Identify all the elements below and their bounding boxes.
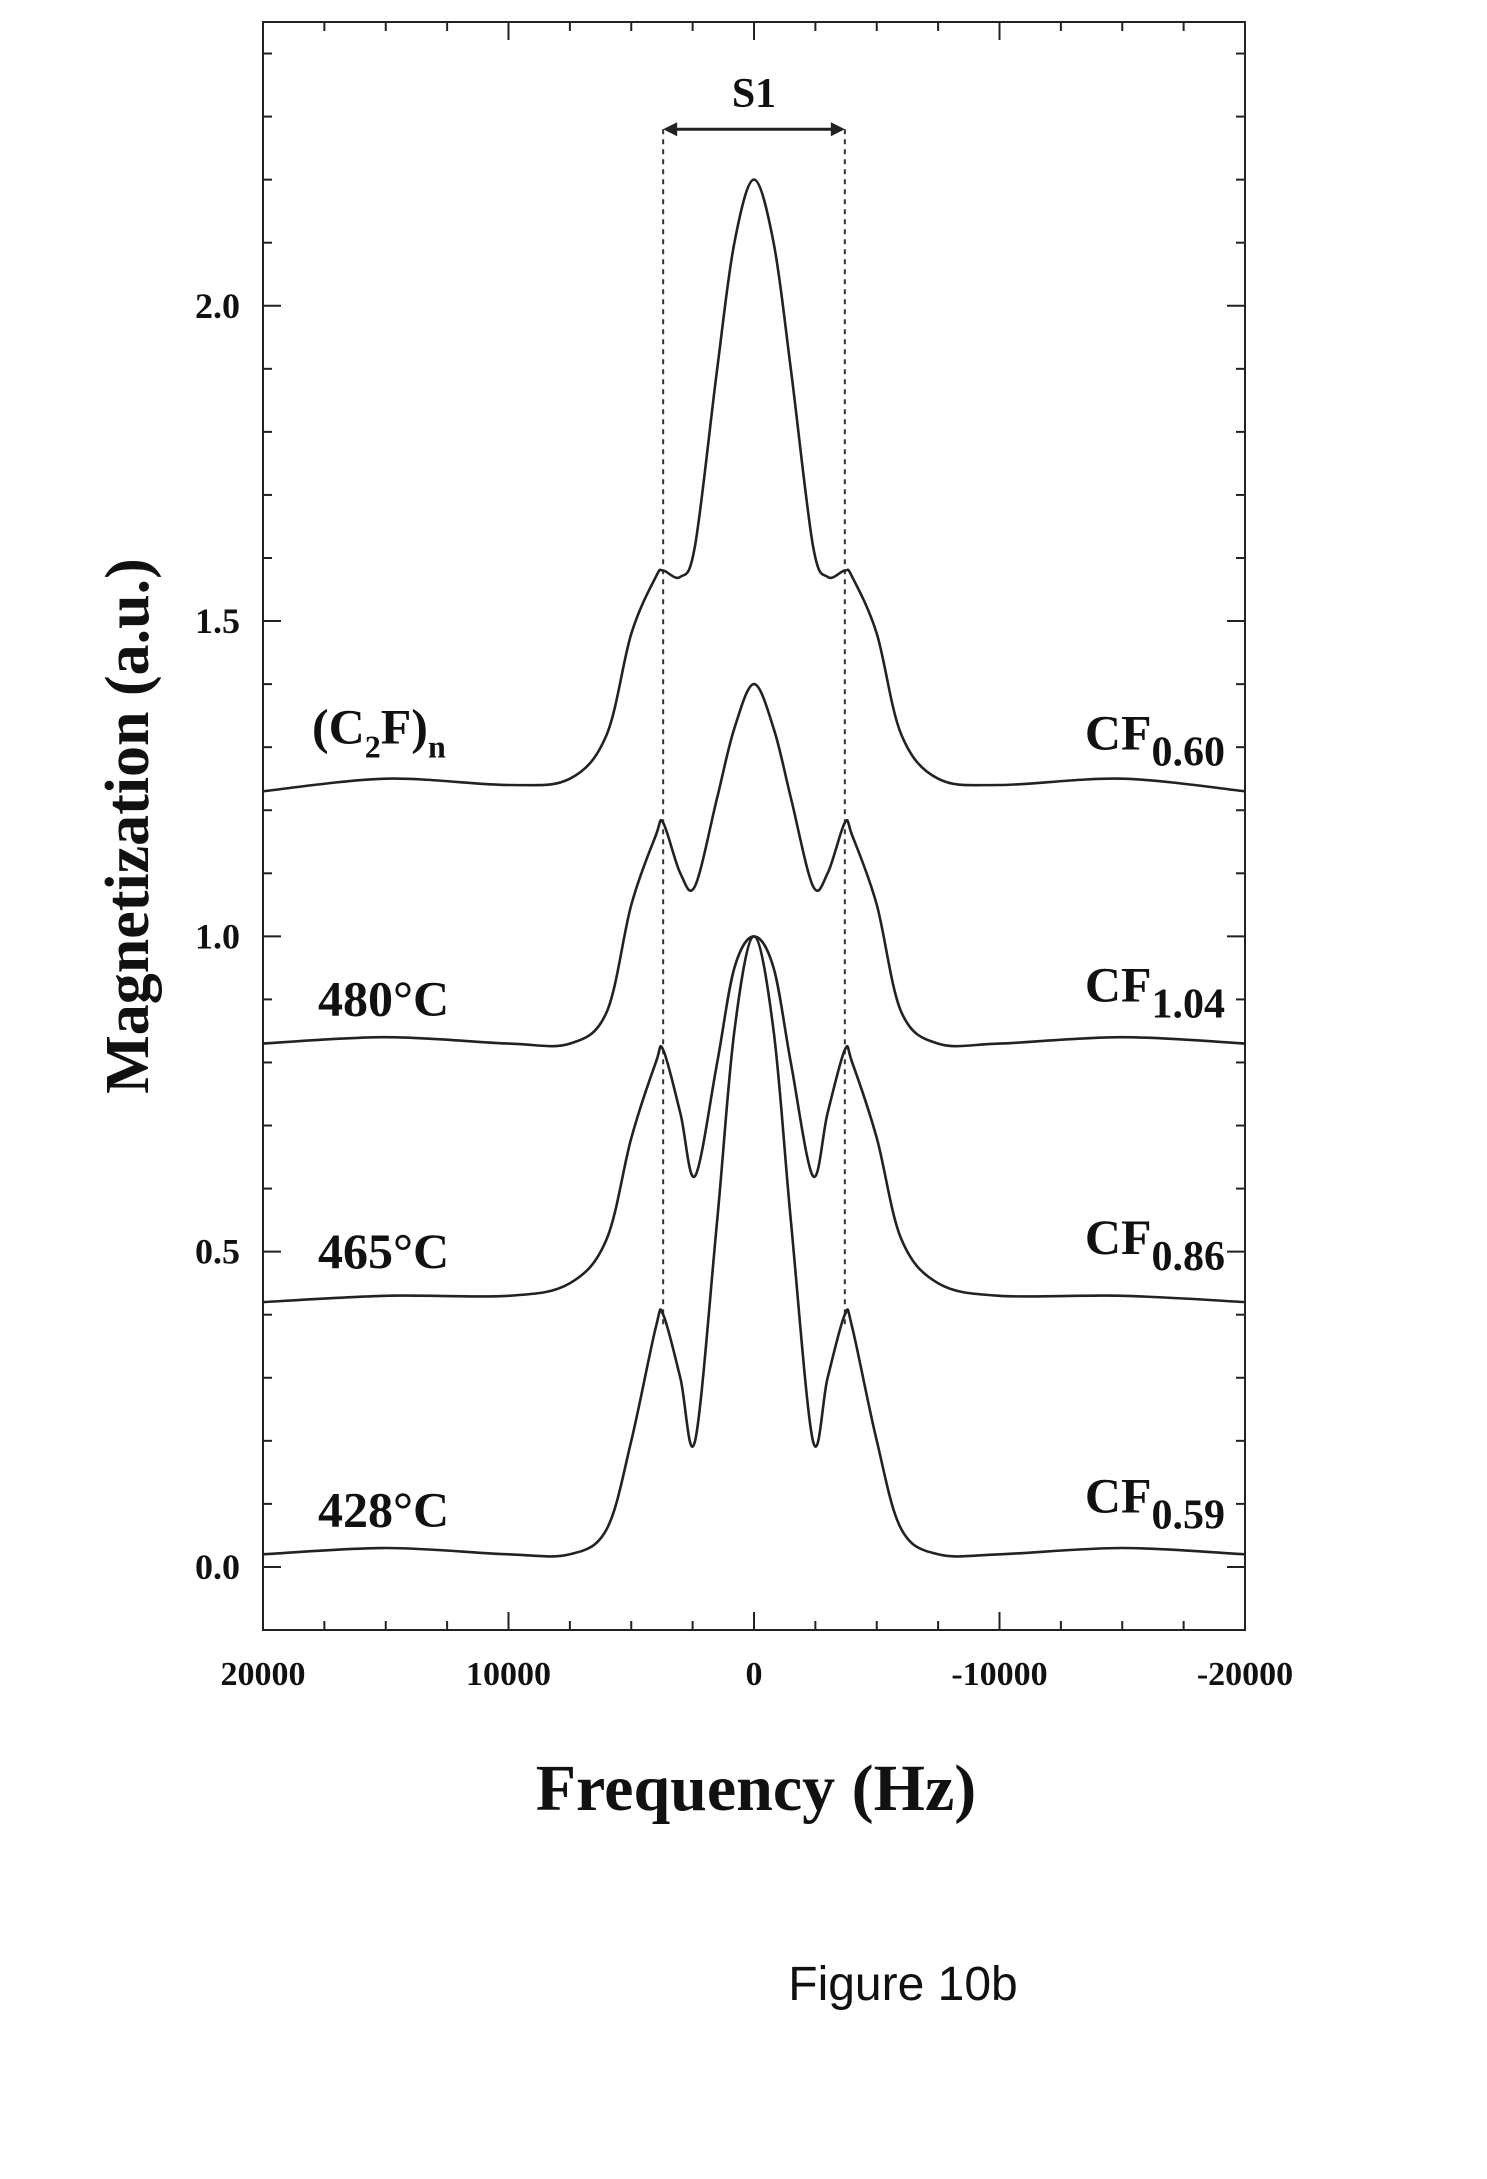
y-tick-label: 1.0 <box>195 916 240 956</box>
x-tick-label: 20000 <box>221 1656 306 1693</box>
y-axis-ticks: 0.0 0.5 1.0 1.5 2.0 <box>195 54 1245 1587</box>
x-tick-label: 0 <box>746 1656 763 1693</box>
s1-label: S1 <box>732 71 776 117</box>
x-axis-ticks: 20000 10000 0 -10000 -20000 <box>221 22 1294 1693</box>
s1-arrowhead-right <box>831 122 845 136</box>
left-curve-label: 480°C <box>318 971 449 1027</box>
y-axis-title: Magnetization (a.u.) <box>94 558 162 1094</box>
y-tick-label: 0.5 <box>195 1232 240 1272</box>
s1-arrowhead-left <box>663 122 677 136</box>
x-tick-label: -10000 <box>951 1656 1047 1693</box>
y-tick-label: 1.5 <box>195 601 240 641</box>
left-curve-label: 428°C <box>318 1481 449 1537</box>
figure-caption: Figure 10b <box>788 1958 1017 2011</box>
x-axis-title: Frequency (Hz) <box>536 1752 977 1825</box>
y-tick-label: 2.0 <box>195 286 240 326</box>
right-curve-label: CF0.86 <box>1085 1209 1225 1280</box>
left-curve-label: 465°C <box>318 1223 449 1279</box>
curve-labels: 428°C CF0.59 465°C CF0.86 480°C CF1.04 CF0.60 <box>318 704 1225 1538</box>
right-curve-label: CF0.60 <box>1085 704 1225 775</box>
right-curve-label: CF0.59 <box>1085 1467 1225 1538</box>
right-curve-label: CF1.04 <box>1085 957 1225 1028</box>
s1-guide-lines <box>663 122 845 1327</box>
x-tick-label: -20000 <box>1197 1656 1293 1693</box>
x-tick-label: 10000 <box>466 1656 551 1693</box>
spectra-curves <box>263 180 1245 1557</box>
plot-frame <box>263 22 1245 1630</box>
y-tick-label: 0.0 <box>195 1547 240 1587</box>
label-c2f-n: (C2F)n <box>312 698 446 764</box>
